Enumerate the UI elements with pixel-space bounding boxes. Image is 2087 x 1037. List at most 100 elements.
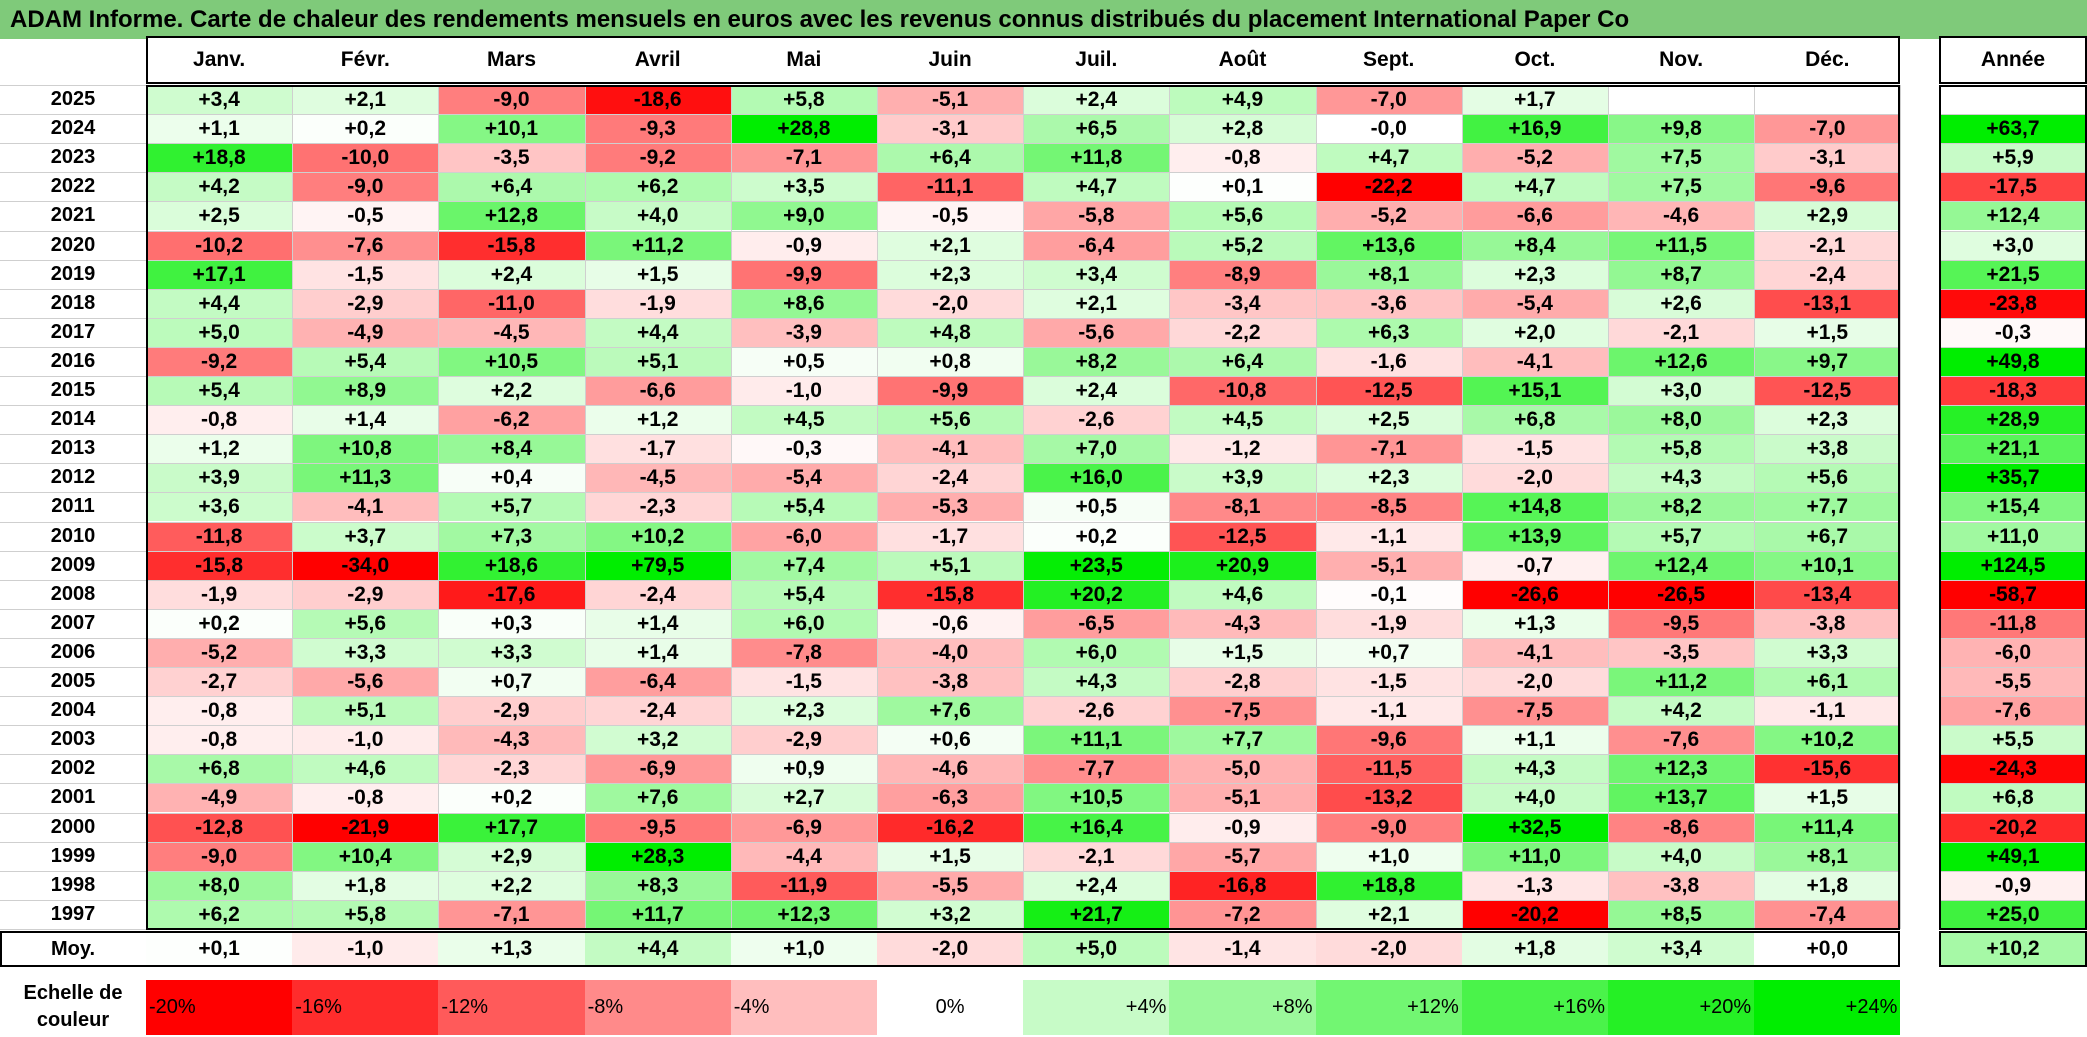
heatmap-cell: -4,9 [292,317,439,347]
heatmap-cell: -17,6 [438,579,585,609]
heatmap-cell: -1,5 [1461,434,1608,464]
heatmap-cell: +2,0 [1461,317,1608,347]
heatmap-cell: +4,7 [1023,172,1170,202]
year-label: 2001 [50,786,96,809]
annual-cell: -6,0 [1939,637,2087,667]
heatmap-cell: -11,1 [877,172,1024,202]
heatmap-cell: +2,7 [730,783,877,813]
heatmap-cell: +8,0 [146,870,293,900]
month-header: Sept. [1363,48,1415,71]
heatmap-cell: -5,8 [1023,201,1170,231]
annual-cell: +3,0 [1939,230,2087,260]
annual-cell: +15,4 [1939,492,2087,522]
heatmap-cell: -7,0 [1754,114,1901,144]
annual-cell: +6,8 [1939,783,2087,813]
grid-line [146,85,147,929]
grid-line [1939,346,2087,348]
heatmap-cell: +2,2 [438,376,585,406]
heatmap-cell: +7,5 [1608,143,1755,173]
average-annual-cell: +10,2 [1939,930,2087,967]
color-scale-swatch: -12% [438,980,585,1035]
average-cell: -1,0 [292,930,439,967]
heatmap-cell: +3,0 [1608,376,1755,406]
grid-line [1939,725,2087,727]
heatmap-cell: +6,1 [1754,667,1901,697]
heatmap-cell: -0,9 [730,230,877,260]
heatmap-cell: -6,4 [1023,230,1170,260]
heatmap-cell: -11,5 [1315,754,1462,784]
grid-line [1939,259,2087,261]
heatmap-cell: -2,6 [1023,696,1170,726]
heatmap-cell: -1,0 [292,725,439,755]
heatmap-cell: -9,0 [292,172,439,202]
heatmap-cell: -11,9 [730,870,877,900]
heatmap-cell: +3,3 [1754,637,1901,667]
heatmap-cell: -9,9 [730,259,877,289]
heatmap-cell: +2,3 [1461,259,1608,289]
heatmap-cell: -2,4 [877,463,1024,493]
heatmap-cell: +15,1 [1461,376,1608,406]
heatmap-cell: +12,8 [438,201,585,231]
heatmap-cell: +5,1 [584,346,731,376]
heatmap-cell: -20,2 [1461,899,1608,929]
heatmap-cell: -0,0 [1315,114,1462,144]
grid-line [438,85,440,929]
heatmap-cell: -4,9 [146,783,293,813]
grid-line [292,85,294,929]
month-header: Déc. [1805,48,1850,71]
heatmap-cell: +16,0 [1023,463,1170,493]
color-scale-label: Echelle de couleur [0,980,146,1035]
heatmap-cell: -4,5 [584,463,731,493]
year-label: 2019 [50,262,96,285]
grid-line [1939,870,2087,872]
year-label: 2014 [50,408,96,431]
grid-line [1939,143,2087,145]
year-label: 2005 [50,670,96,692]
heatmap-cell: +21,7 [1023,899,1170,929]
heatmap-cell: -0,3 [730,434,877,464]
heatmap-cell: +10,2 [584,521,731,551]
grid-line [1939,230,2087,232]
average-cell: +3,4 [1608,930,1755,967]
heatmap-cell: +2,1 [877,230,1024,260]
year-label: 2006 [50,640,96,663]
annual-cell: +49,1 [1939,841,2087,871]
grid-line [1023,85,1025,929]
heatmap-cell: -7,6 [292,230,439,260]
heatmap-cell: -3,4 [1169,288,1316,318]
heatmap-cell: +8,2 [1023,346,1170,376]
heatmap-cell: +1,5 [877,841,1024,871]
heatmap-cell: +2,5 [1315,405,1462,435]
heatmap-cell: +2,3 [1315,463,1462,493]
heatmap-cell: +5,4 [292,346,439,376]
heatmap-cell: +2,8 [1169,114,1316,144]
grid-line [0,317,1901,319]
heatmap-cell: -3,5 [1608,637,1755,667]
annual-cell: +63,7 [1939,114,2087,144]
grid-line [0,870,1901,872]
heatmap-cell: -13,4 [1754,579,1901,609]
grid-line [1939,783,2087,785]
heatmap-cell: +11,2 [1608,667,1755,697]
heatmap-cell: -5,5 [877,870,1024,900]
heatmap-cell: +5,8 [292,899,439,929]
year-label: 2013 [50,437,96,460]
heatmap-cell: +28,3 [584,841,731,871]
annual-cell: +11,0 [1939,521,2087,551]
heatmap-cell: -7,1 [730,143,877,173]
heatmap-cell: -5,0 [1169,754,1316,784]
heatmap-cell: +8,7 [1608,259,1755,289]
grid-line [1315,85,1317,929]
heatmap-cell: -2,4 [1754,259,1901,289]
year-label: 2003 [50,728,96,751]
heatmap-cell: -1,5 [730,667,877,697]
heatmap-cell: +1,4 [292,405,439,435]
heatmap-cell: +0,4 [438,463,585,493]
grid-line [1939,899,2087,901]
heatmap-cell: +6,4 [438,172,585,202]
heatmap-cell: +18,6 [438,550,585,580]
heatmap-cell: -2,9 [730,725,877,755]
heatmap-cell: +3,3 [438,637,585,667]
grid-line [0,696,1901,698]
heatmap-cell: -5,2 [146,637,293,667]
